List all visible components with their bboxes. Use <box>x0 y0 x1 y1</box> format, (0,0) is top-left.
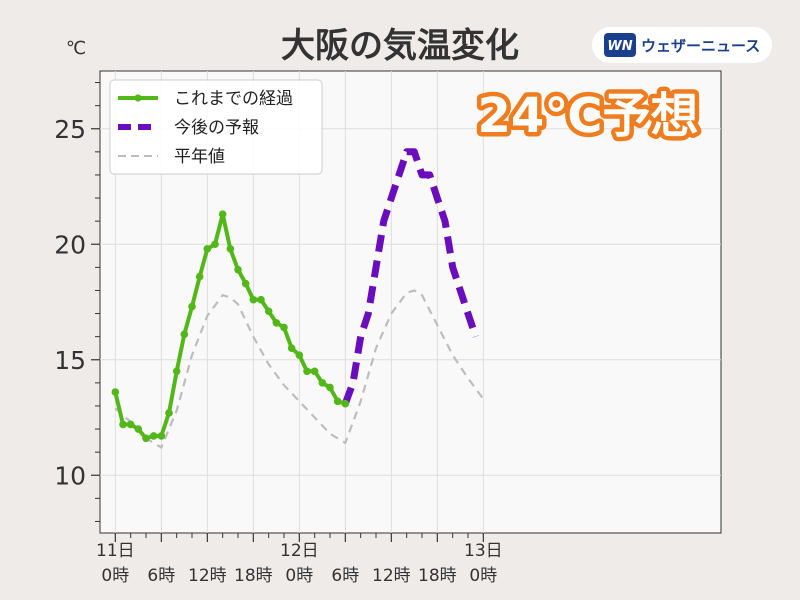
observed-point <box>226 245 235 253</box>
x-tick-time-label: 6時 <box>147 566 175 586</box>
legend: これまでの経過 今後の予報 平年値 <box>109 79 323 175</box>
observed-point <box>218 210 227 219</box>
legend-item-observed: これまでの経過 <box>118 89 293 109</box>
y-axis-unit: ℃ <box>66 38 86 59</box>
observed-point <box>310 367 319 376</box>
observed-point <box>264 307 273 316</box>
x-tick-date-label: 12日 <box>280 541 319 561</box>
brand-logo-text: WN <box>607 39 632 54</box>
x-tick-time-label: 0時 <box>285 566 313 586</box>
brand-badge: WN ウェザーニュース <box>592 27 772 63</box>
observed-point <box>126 420 135 429</box>
x-tick-time-label: 12時 <box>188 566 227 586</box>
observed-point <box>326 383 334 392</box>
observed-point <box>249 295 258 304</box>
x-tick-date-label: 11日 <box>96 541 135 561</box>
observed-point <box>234 265 242 274</box>
legend-marker-observed <box>134 94 142 102</box>
x-ticks: 11日 0時 6時 12時 18時 12日 0時 6時 12時 18時 13日 0時 <box>96 533 503 586</box>
observed-point <box>287 344 296 353</box>
x-tick-time-label: 0時 <box>101 566 129 586</box>
legend-box <box>109 79 323 175</box>
observed-point <box>195 272 204 281</box>
y-tick-label: 20 <box>54 230 86 259</box>
observed-point <box>280 323 288 332</box>
legend-item-normal: 平年値 <box>118 147 225 167</box>
y-tick-label: 25 <box>54 115 86 144</box>
observed-point <box>165 409 173 417</box>
observed-series <box>111 210 350 443</box>
observed-point <box>303 367 311 376</box>
observed-point <box>149 432 158 440</box>
observed-point <box>188 302 196 311</box>
y-tick-label: 15 <box>54 346 86 375</box>
x-tick-time-label: 0時 <box>469 566 497 586</box>
y-tick-label: 10 <box>54 461 86 490</box>
observed-point <box>295 351 304 359</box>
observed-point <box>134 425 143 433</box>
legend-label-observed: これまでの経過 <box>174 89 293 109</box>
y-ticks: 10 15 20 25 <box>54 82 100 522</box>
normal-line <box>114 289 485 450</box>
brand-name: ウェザーニュース <box>641 37 760 55</box>
x-tick-time-label: 6時 <box>331 566 359 586</box>
observed-point <box>318 379 327 387</box>
observed-point <box>172 367 181 376</box>
legend-item-forecast: 今後の予報 <box>118 118 259 138</box>
observed-point <box>211 240 219 249</box>
observed-point <box>241 279 250 288</box>
legend-label-normal: 平年値 <box>174 147 225 167</box>
observed-point <box>272 318 281 327</box>
forecast-line <box>342 148 480 405</box>
observed-point <box>180 330 189 339</box>
observed-point <box>257 295 265 304</box>
forecast-series <box>342 148 480 405</box>
normal-series <box>114 289 485 450</box>
chart-title: 大阪の気温変化 <box>281 26 519 66</box>
x-tick-time-label: 18時 <box>234 566 273 586</box>
brand-logo-icon: WN <box>604 33 636 57</box>
observed-point <box>203 245 212 253</box>
observed-point <box>333 397 342 406</box>
observed-point <box>157 432 166 440</box>
observed-point <box>111 388 120 396</box>
observed-point <box>142 434 150 443</box>
x-tick-time-label: 12時 <box>372 566 411 586</box>
observed-point <box>341 399 350 408</box>
x-tick-time-label: 18時 <box>418 566 457 586</box>
observed-point <box>119 420 127 429</box>
forecast-callout: 24℃予想 <box>478 88 699 144</box>
x-tick-date-label: 13日 <box>464 541 503 561</box>
legend-label-forecast: 今後の予報 <box>174 118 259 138</box>
